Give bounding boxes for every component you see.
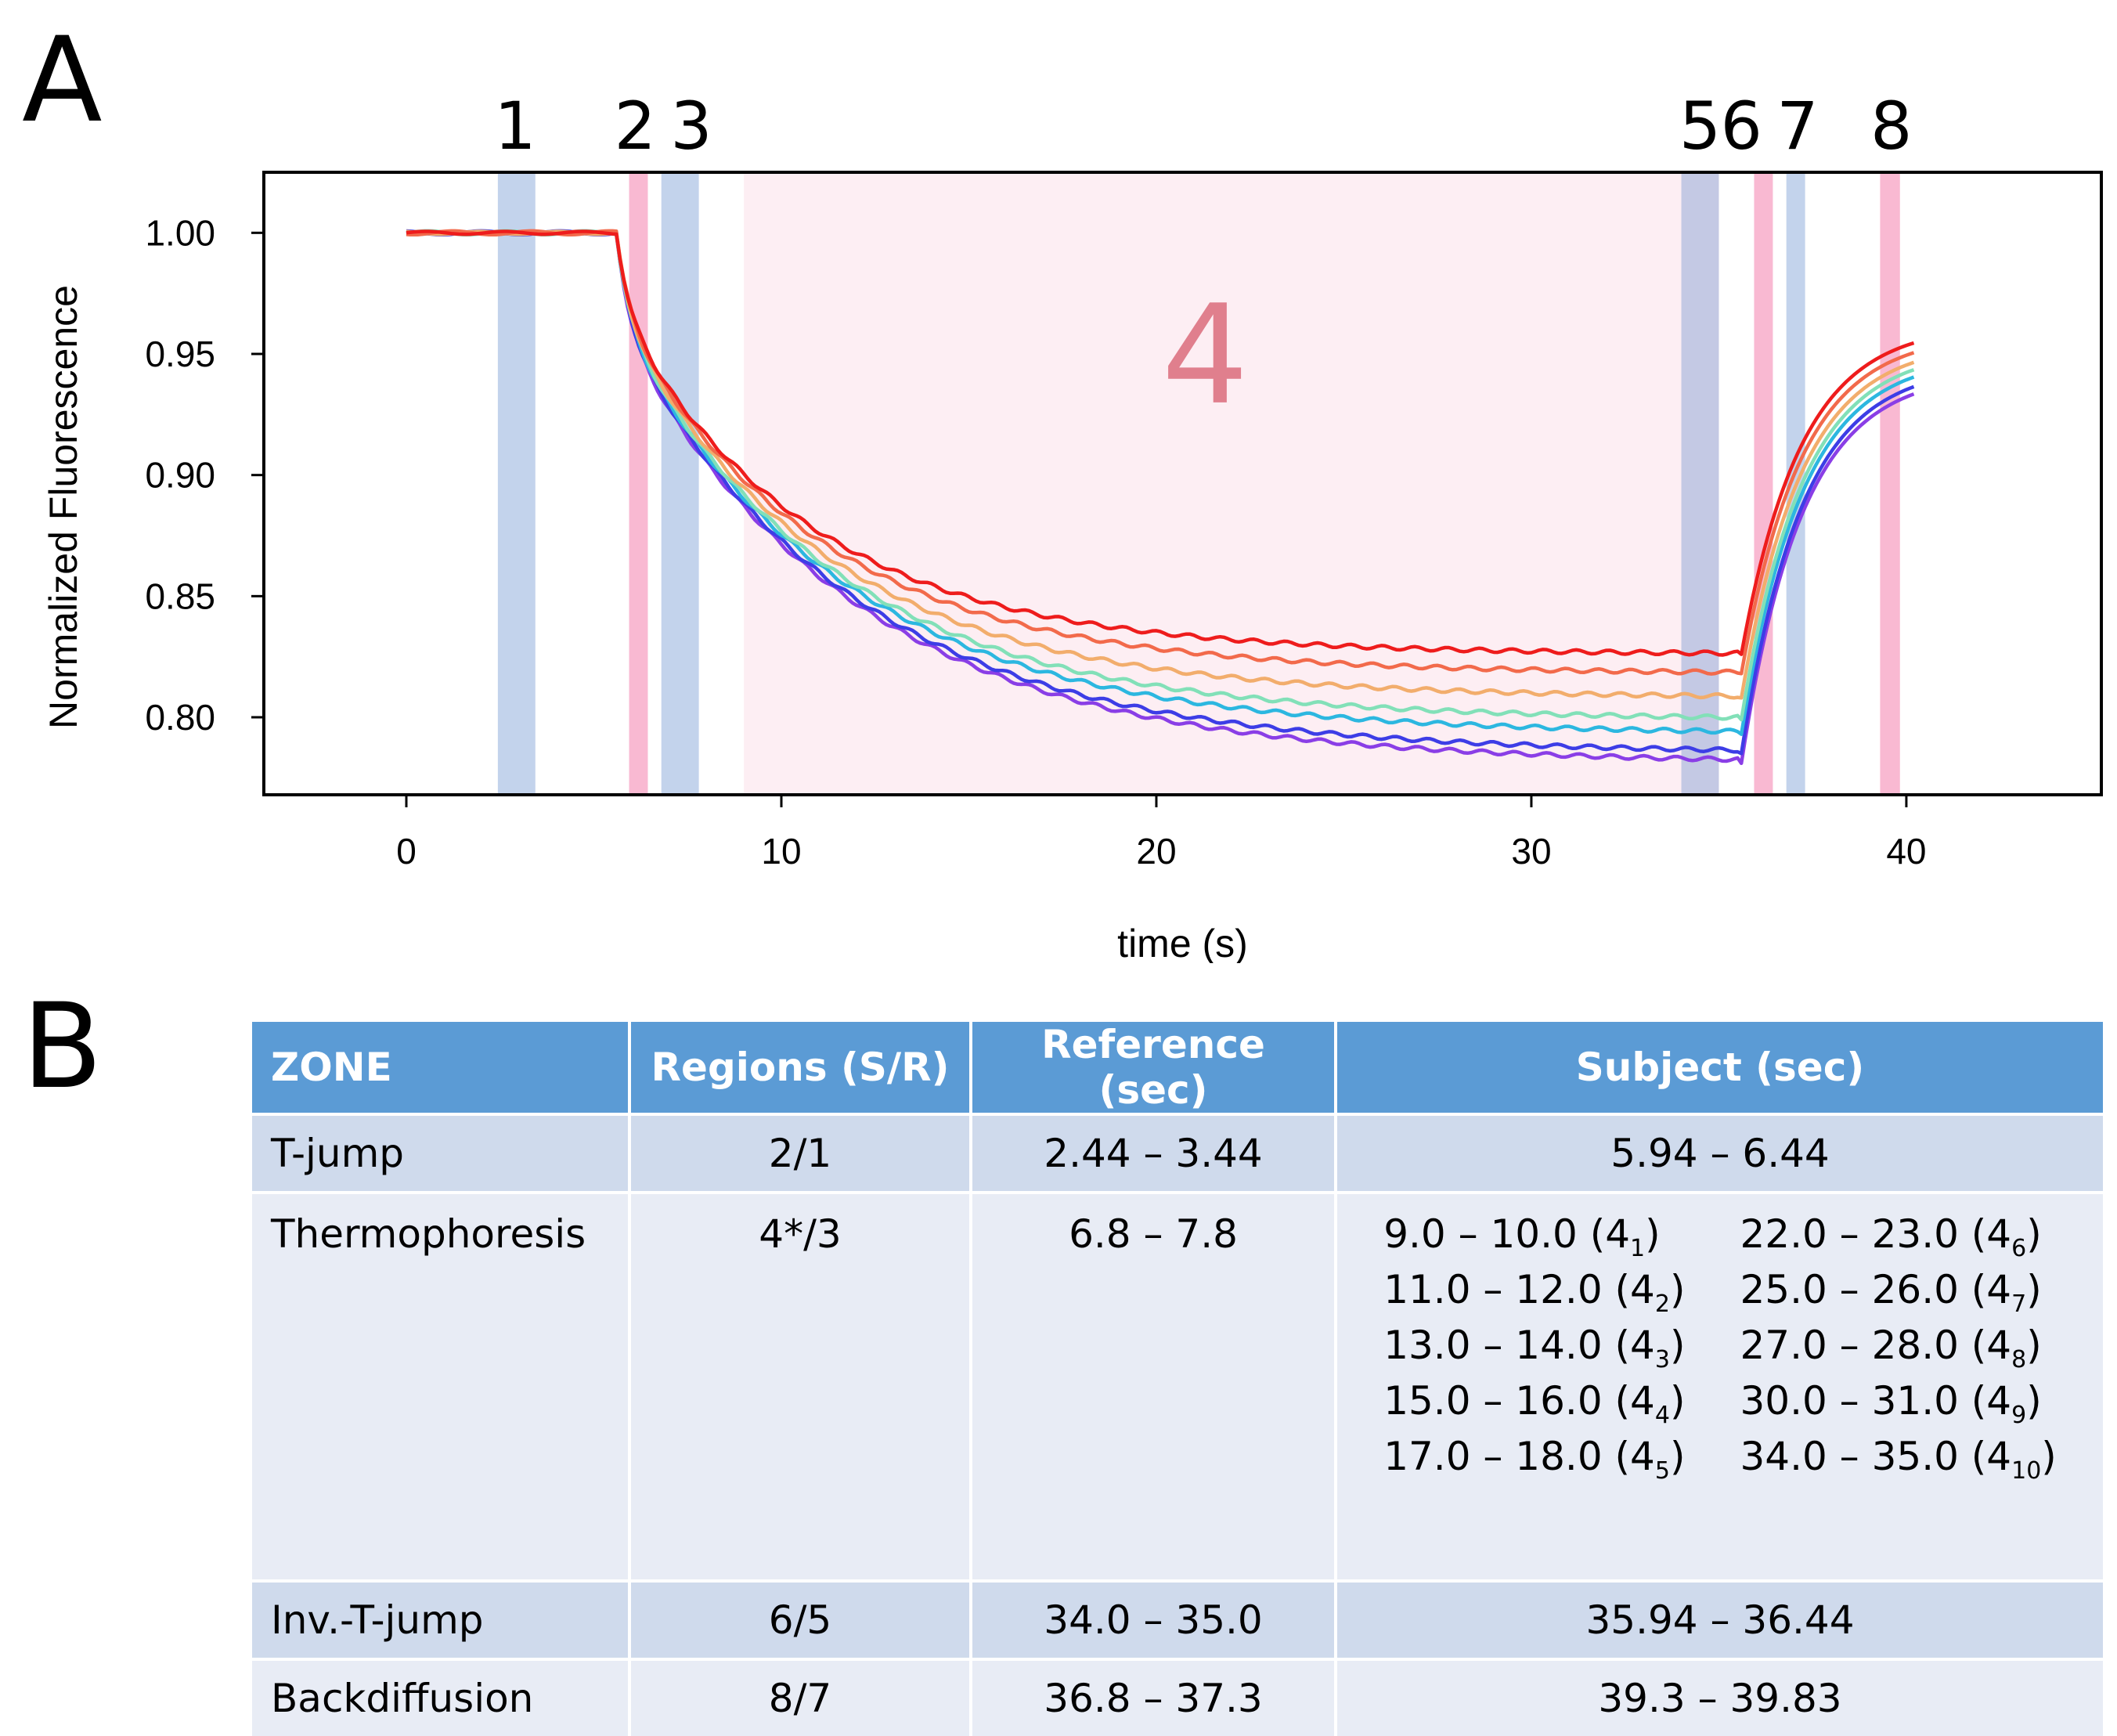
subject-interval: 22.0 – 23.0 (46) bbox=[1740, 1211, 2042, 1262]
zone-cell: Thermophoresis bbox=[252, 1191, 631, 1579]
y-tick-label: 0.95 bbox=[145, 334, 215, 374]
regions-cell: 2/1 bbox=[631, 1113, 972, 1191]
subject-cell: 35.94 – 36.44 bbox=[1337, 1579, 2103, 1658]
subject-interval: 27.0 – 28.0 (48) bbox=[1740, 1323, 2042, 1373]
table-row: Backdiffusion 8/7 36.8 – 37.3 39.3 – 39.… bbox=[252, 1658, 2103, 1736]
x-tick-label: 20 bbox=[1136, 831, 1176, 872]
y-tick-label: 0.80 bbox=[145, 697, 215, 738]
reference-cell: 34.0 – 35.0 bbox=[972, 1579, 1337, 1658]
regions-cell: 8/7 bbox=[631, 1658, 972, 1736]
x-tick-label: 40 bbox=[1886, 831, 1926, 872]
region-number-5: 5 bbox=[1679, 88, 1721, 164]
table-header-row: ZONE Regions (S/R) Reference (sec) Subje… bbox=[252, 1022, 2103, 1113]
subject-cell: 39.3 – 39.83 bbox=[1337, 1658, 2103, 1736]
region-number-3: 3 bbox=[670, 88, 712, 164]
header-subject: Subject (sec) bbox=[1337, 1022, 2103, 1113]
y-axis-label: Normalized Fluorescence bbox=[41, 285, 85, 729]
region-band-5 bbox=[1681, 174, 1719, 793]
table-row: T-jump 2/1 2.44 – 3.44 5.94 – 6.44 bbox=[252, 1113, 2103, 1191]
region-band-8 bbox=[1880, 174, 1900, 793]
zone-table: ZONE Regions (S/R) Reference (sec) Subje… bbox=[252, 1022, 2103, 1736]
region-band-1 bbox=[497, 174, 536, 793]
x-tick-label: 0 bbox=[396, 831, 417, 872]
header-reference: Reference (sec) bbox=[972, 1022, 1337, 1113]
subject-cell: 9.0 – 10.0 (41) 22.0 – 23.0 (46) 11.0 – 12… bbox=[1337, 1191, 2103, 1579]
header-zone: ZONE bbox=[252, 1022, 631, 1113]
reference-cell: 2.44 – 3.44 bbox=[972, 1113, 1337, 1191]
region-band-3 bbox=[661, 174, 699, 793]
region-number-7: 7 bbox=[1776, 88, 1818, 164]
zone-cell: Inv.-T-jump bbox=[252, 1579, 631, 1658]
x-tick-label: 30 bbox=[1511, 831, 1551, 872]
y-tick-label: 1.00 bbox=[145, 212, 215, 253]
y-tick-label: 0.90 bbox=[145, 455, 215, 496]
region-4-label: 4 bbox=[1162, 276, 1249, 435]
series-line-1 bbox=[406, 229, 1915, 657]
subject-interval: 34.0 – 35.0 (410) bbox=[1740, 1434, 2057, 1485]
y-tick-label: 0.85 bbox=[145, 576, 215, 616]
header-regions: Regions (S/R) bbox=[631, 1022, 972, 1113]
region-number-8: 8 bbox=[1870, 88, 1912, 164]
region-number-2: 2 bbox=[614, 88, 655, 164]
reference-cell: 6.8 – 7.8 bbox=[972, 1191, 1337, 1579]
subject-interval: 9.0 – 10.0 (41) bbox=[1383, 1211, 1661, 1262]
series-line-3 bbox=[406, 229, 1915, 700]
subject-interval: 25.0 – 26.0 (47) bbox=[1740, 1267, 2042, 1318]
panel-b-label: B bbox=[22, 979, 103, 1115]
series-line-7 bbox=[406, 229, 1915, 766]
thermophoresis-subject-list: 9.0 – 10.0 (41) 22.0 – 23.0 (46) 11.0 – 12… bbox=[1345, 1211, 2095, 1485]
plot-frame bbox=[262, 171, 2103, 796]
region-band-4 bbox=[744, 174, 1719, 793]
region-number-6: 6 bbox=[1720, 88, 1762, 164]
subject-interval: 11.0 – 12.0 (42) bbox=[1383, 1267, 1686, 1318]
panel-a-label: A bbox=[22, 13, 103, 149]
region-band-2 bbox=[629, 174, 648, 793]
subject-cell: 5.94 – 6.44 bbox=[1337, 1113, 2103, 1191]
region-number-1: 1 bbox=[494, 88, 536, 164]
x-axis-label: time (s) bbox=[1117, 922, 1248, 963]
subject-interval: 15.0 – 16.0 (44) bbox=[1383, 1378, 1686, 1429]
reference-cell: 36.8 – 37.3 bbox=[972, 1658, 1337, 1736]
table-row: Thermophoresis 4*/3 6.8 – 7.8 9.0 – 10.0… bbox=[252, 1191, 2103, 1579]
subject-interval: 17.0 – 18.0 (45) bbox=[1383, 1434, 1686, 1485]
regions-cell: 6/5 bbox=[631, 1579, 972, 1658]
subject-interval: 30.0 – 31.0 (49) bbox=[1740, 1378, 2042, 1429]
series-line-4 bbox=[406, 229, 1915, 722]
x-tick-label: 10 bbox=[761, 831, 801, 872]
subject-interval: 13.0 – 14.0 (43) bbox=[1383, 1323, 1686, 1373]
zone-cell: Backdiffusion bbox=[252, 1658, 631, 1736]
table-row: Inv.-T-jump 6/5 34.0 – 35.0 35.94 – 36.4… bbox=[252, 1579, 2103, 1658]
zone-cell: T-jump bbox=[252, 1113, 631, 1191]
regions-cell: 4*/3 bbox=[631, 1191, 972, 1579]
region-band-6 bbox=[1754, 174, 1773, 793]
